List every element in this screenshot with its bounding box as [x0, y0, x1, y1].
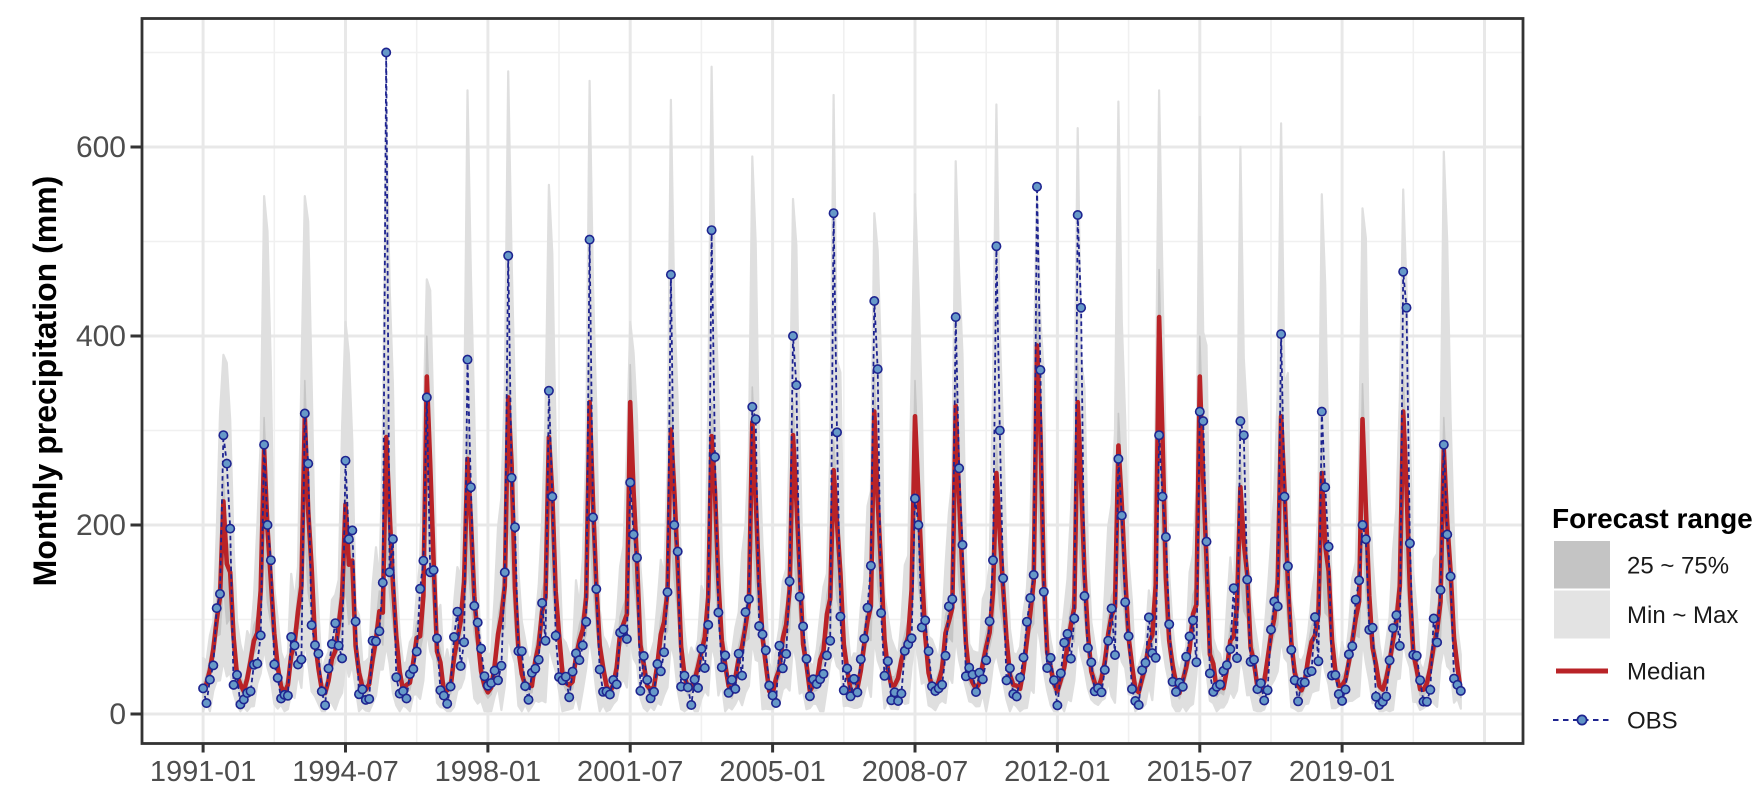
svg-text:200: 200 — [76, 509, 126, 542]
svg-text:600: 600 — [76, 131, 126, 164]
svg-text:2005-01: 2005-01 — [719, 756, 825, 788]
svg-text:Median: Median — [1627, 659, 1706, 686]
svg-text:OBS: OBS — [1627, 708, 1678, 735]
svg-text:2012-01: 2012-01 — [1004, 756, 1110, 788]
svg-text:2015-07: 2015-07 — [1147, 756, 1253, 788]
svg-text:1991-01: 1991-01 — [150, 756, 256, 788]
svg-text:25 ~ 75%: 25 ~ 75% — [1627, 553, 1729, 580]
svg-text:Monthly precipitation (mm): Monthly precipitation (mm) — [27, 176, 63, 587]
svg-text:2008-07: 2008-07 — [862, 756, 968, 788]
svg-text:2019-01: 2019-01 — [1289, 756, 1395, 788]
svg-text:400: 400 — [76, 320, 126, 353]
svg-text:Forecast range: Forecast range — [1552, 503, 1753, 534]
svg-text:2001-07: 2001-07 — [577, 756, 683, 788]
svg-text:1994-07: 1994-07 — [292, 756, 398, 788]
svg-text:Min ~ Max: Min ~ Max — [1627, 602, 1738, 629]
svg-text:1998-01: 1998-01 — [435, 756, 541, 788]
svg-text:0: 0 — [109, 698, 126, 731]
